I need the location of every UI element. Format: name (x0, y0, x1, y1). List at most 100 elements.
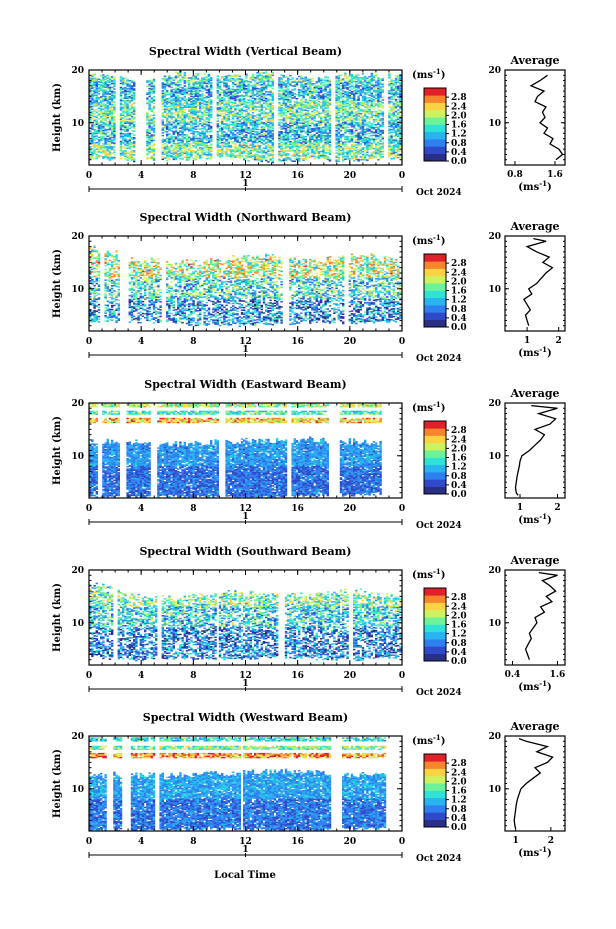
panel-title: Spectral Width (Northward Beam) (140, 211, 352, 224)
profile-x-tick-label: 1.6 (550, 670, 566, 680)
date-marker: 1 (242, 345, 248, 355)
profile-y-tick-label: 10 (488, 785, 501, 795)
date-marker: 1 (242, 512, 248, 522)
x-tick-label: 8 (190, 504, 196, 514)
profile-line (516, 406, 558, 496)
x-tick-label: 0 (399, 171, 405, 181)
profile-x-axis-label: (ms-1) (518, 679, 551, 693)
colorbar-unit: (ms-1) (412, 400, 445, 414)
profile-x-tick-label: 0.4 (505, 670, 521, 680)
panel-vertical: Spectral Width (Vertical Beam)0 4 8 12 16 20 0… (52, 45, 565, 198)
y-axis-label: Height (km) (52, 249, 63, 318)
profile-y-tick-label: 20 (488, 399, 501, 409)
date-label: Oct 2024 (416, 688, 462, 698)
x-tick-label: 16 (291, 671, 304, 681)
profile-x-tick-label: 1 (512, 836, 518, 846)
y-axis-label: Height (km) (52, 83, 63, 152)
average-profile: Average 20 10 1 2(ms-1) (488, 720, 565, 859)
profile-title: Average (509, 54, 559, 67)
profile-x-tick-label: 1 (524, 336, 530, 346)
panel-title: Spectral Width (Eastward Beam) (144, 378, 346, 391)
y-tick-label: 10 (71, 119, 84, 129)
profile-y-tick-label: 20 (488, 732, 501, 742)
date-label: Oct 2024 (416, 188, 462, 198)
profile-x-tick-label: 2 (554, 503, 560, 513)
colorbar-tick-label: 0.0 (451, 657, 467, 667)
x-tick-label: 0 (86, 171, 92, 181)
profile-x-tick-label: 2 (556, 336, 562, 346)
panel-title: Spectral Width (Southward Beam) (139, 545, 351, 558)
heatmap-cells (89, 245, 402, 327)
profile-title: Average (509, 387, 559, 400)
x-tick-label: 16 (291, 337, 304, 347)
profile-y-tick-label: 10 (488, 452, 501, 462)
profile-x-tick-label: 0.8 (507, 170, 523, 180)
date-marker: 1 (242, 679, 248, 689)
x-tick-label: 20 (344, 337, 357, 347)
colorbar-tick-label: 0.0 (451, 323, 467, 333)
x-tick-label: 20 (344, 504, 357, 514)
profile-title: Average (509, 554, 559, 567)
colorbar-tick-label: 0.0 (451, 157, 467, 167)
date-label: Oct 2024 (416, 521, 462, 531)
x-tick-label: 0 (399, 504, 405, 514)
y-tick-label: 20 (71, 66, 84, 76)
date-label: Oct 2024 (416, 354, 462, 364)
profile-title: Average (509, 720, 559, 733)
profile-x-axis-label: (ms-1) (518, 845, 551, 859)
date-axis: 1 Oct 2024 (89, 345, 462, 364)
y-tick-label: 20 (71, 566, 84, 576)
profile-frame (505, 736, 565, 831)
x-tick-label: 0 (86, 837, 92, 847)
profile-x-tick-label: 2 (548, 836, 554, 846)
profile-y-tick-label: 10 (488, 119, 501, 129)
y-tick-label: 10 (71, 452, 84, 462)
x-tick-label: 20 (344, 837, 357, 847)
date-marker: 1 (242, 845, 248, 855)
y-tick-label: 20 (71, 732, 84, 742)
colorbar-unit: (ms-1) (412, 733, 445, 747)
y-tick-label: 20 (71, 399, 84, 409)
profile-line (514, 739, 552, 829)
y-axis-label: Height (km) (52, 583, 63, 652)
y-tick-label: 10 (71, 785, 84, 795)
colorbar-unit: (ms-1) (412, 233, 445, 247)
date-axis: 1 Oct 2024 (89, 679, 462, 698)
x-tick-label: 0 (399, 337, 405, 347)
profile-y-tick-label: 20 (488, 232, 501, 242)
colorbar-unit: (ms-1) (412, 567, 445, 581)
profile-frame (505, 70, 565, 165)
date-label: Oct 2024 (416, 854, 462, 864)
profile-y-tick-label: 10 (488, 285, 501, 295)
date-axis: 1 Oct 2024 (89, 179, 462, 198)
panel-title: Spectral Width (Vertical Beam) (149, 45, 342, 58)
colorbar: 2.82.42.01.61.20.80.40.0(ms-1) (412, 233, 467, 333)
x-tick-label: 4 (138, 504, 144, 514)
profile-x-axis-label: (ms-1) (518, 345, 551, 359)
profile-x-axis-label: (ms-1) (518, 512, 551, 526)
colorbar-unit: (ms-1) (412, 67, 445, 81)
x-tick-label: 0 (86, 337, 92, 347)
panel-eastward: Spectral Width (Eastward Beam)0 4 8 12 16 20 0… (52, 378, 565, 531)
heatmap-cells (89, 737, 386, 831)
profile-x-axis-label: (ms-1) (518, 179, 551, 193)
x-tick-label: 8 (190, 171, 196, 181)
colorbar: 2.82.42.01.61.20.80.40.0(ms-1) (412, 67, 467, 167)
profile-y-tick-label: 20 (488, 566, 501, 576)
colorbar: 2.82.42.01.61.20.80.40.0(ms-1) (412, 733, 467, 833)
x-tick-label: 16 (291, 171, 304, 181)
profile-frame (505, 403, 565, 498)
colorbar: 2.82.42.01.61.20.80.40.0(ms-1) (412, 567, 467, 667)
x-tick-label: 16 (291, 504, 304, 514)
profile-x-tick-label: 1.6 (547, 170, 563, 180)
profile-line (524, 239, 553, 326)
x-tick-label: 0 (86, 504, 92, 514)
y-tick-label: 10 (71, 285, 84, 295)
heatmap-cells (89, 583, 402, 662)
panel-southward: Spectral Width (Southward Beam)0 4 8 12 16 20… (52, 545, 565, 698)
profile-line (531, 75, 563, 159)
panel-westward: Spectral Width (Westward Beam)0 4 8 12 16 20 0… (52, 711, 565, 864)
date-marker: 1 (242, 179, 248, 189)
